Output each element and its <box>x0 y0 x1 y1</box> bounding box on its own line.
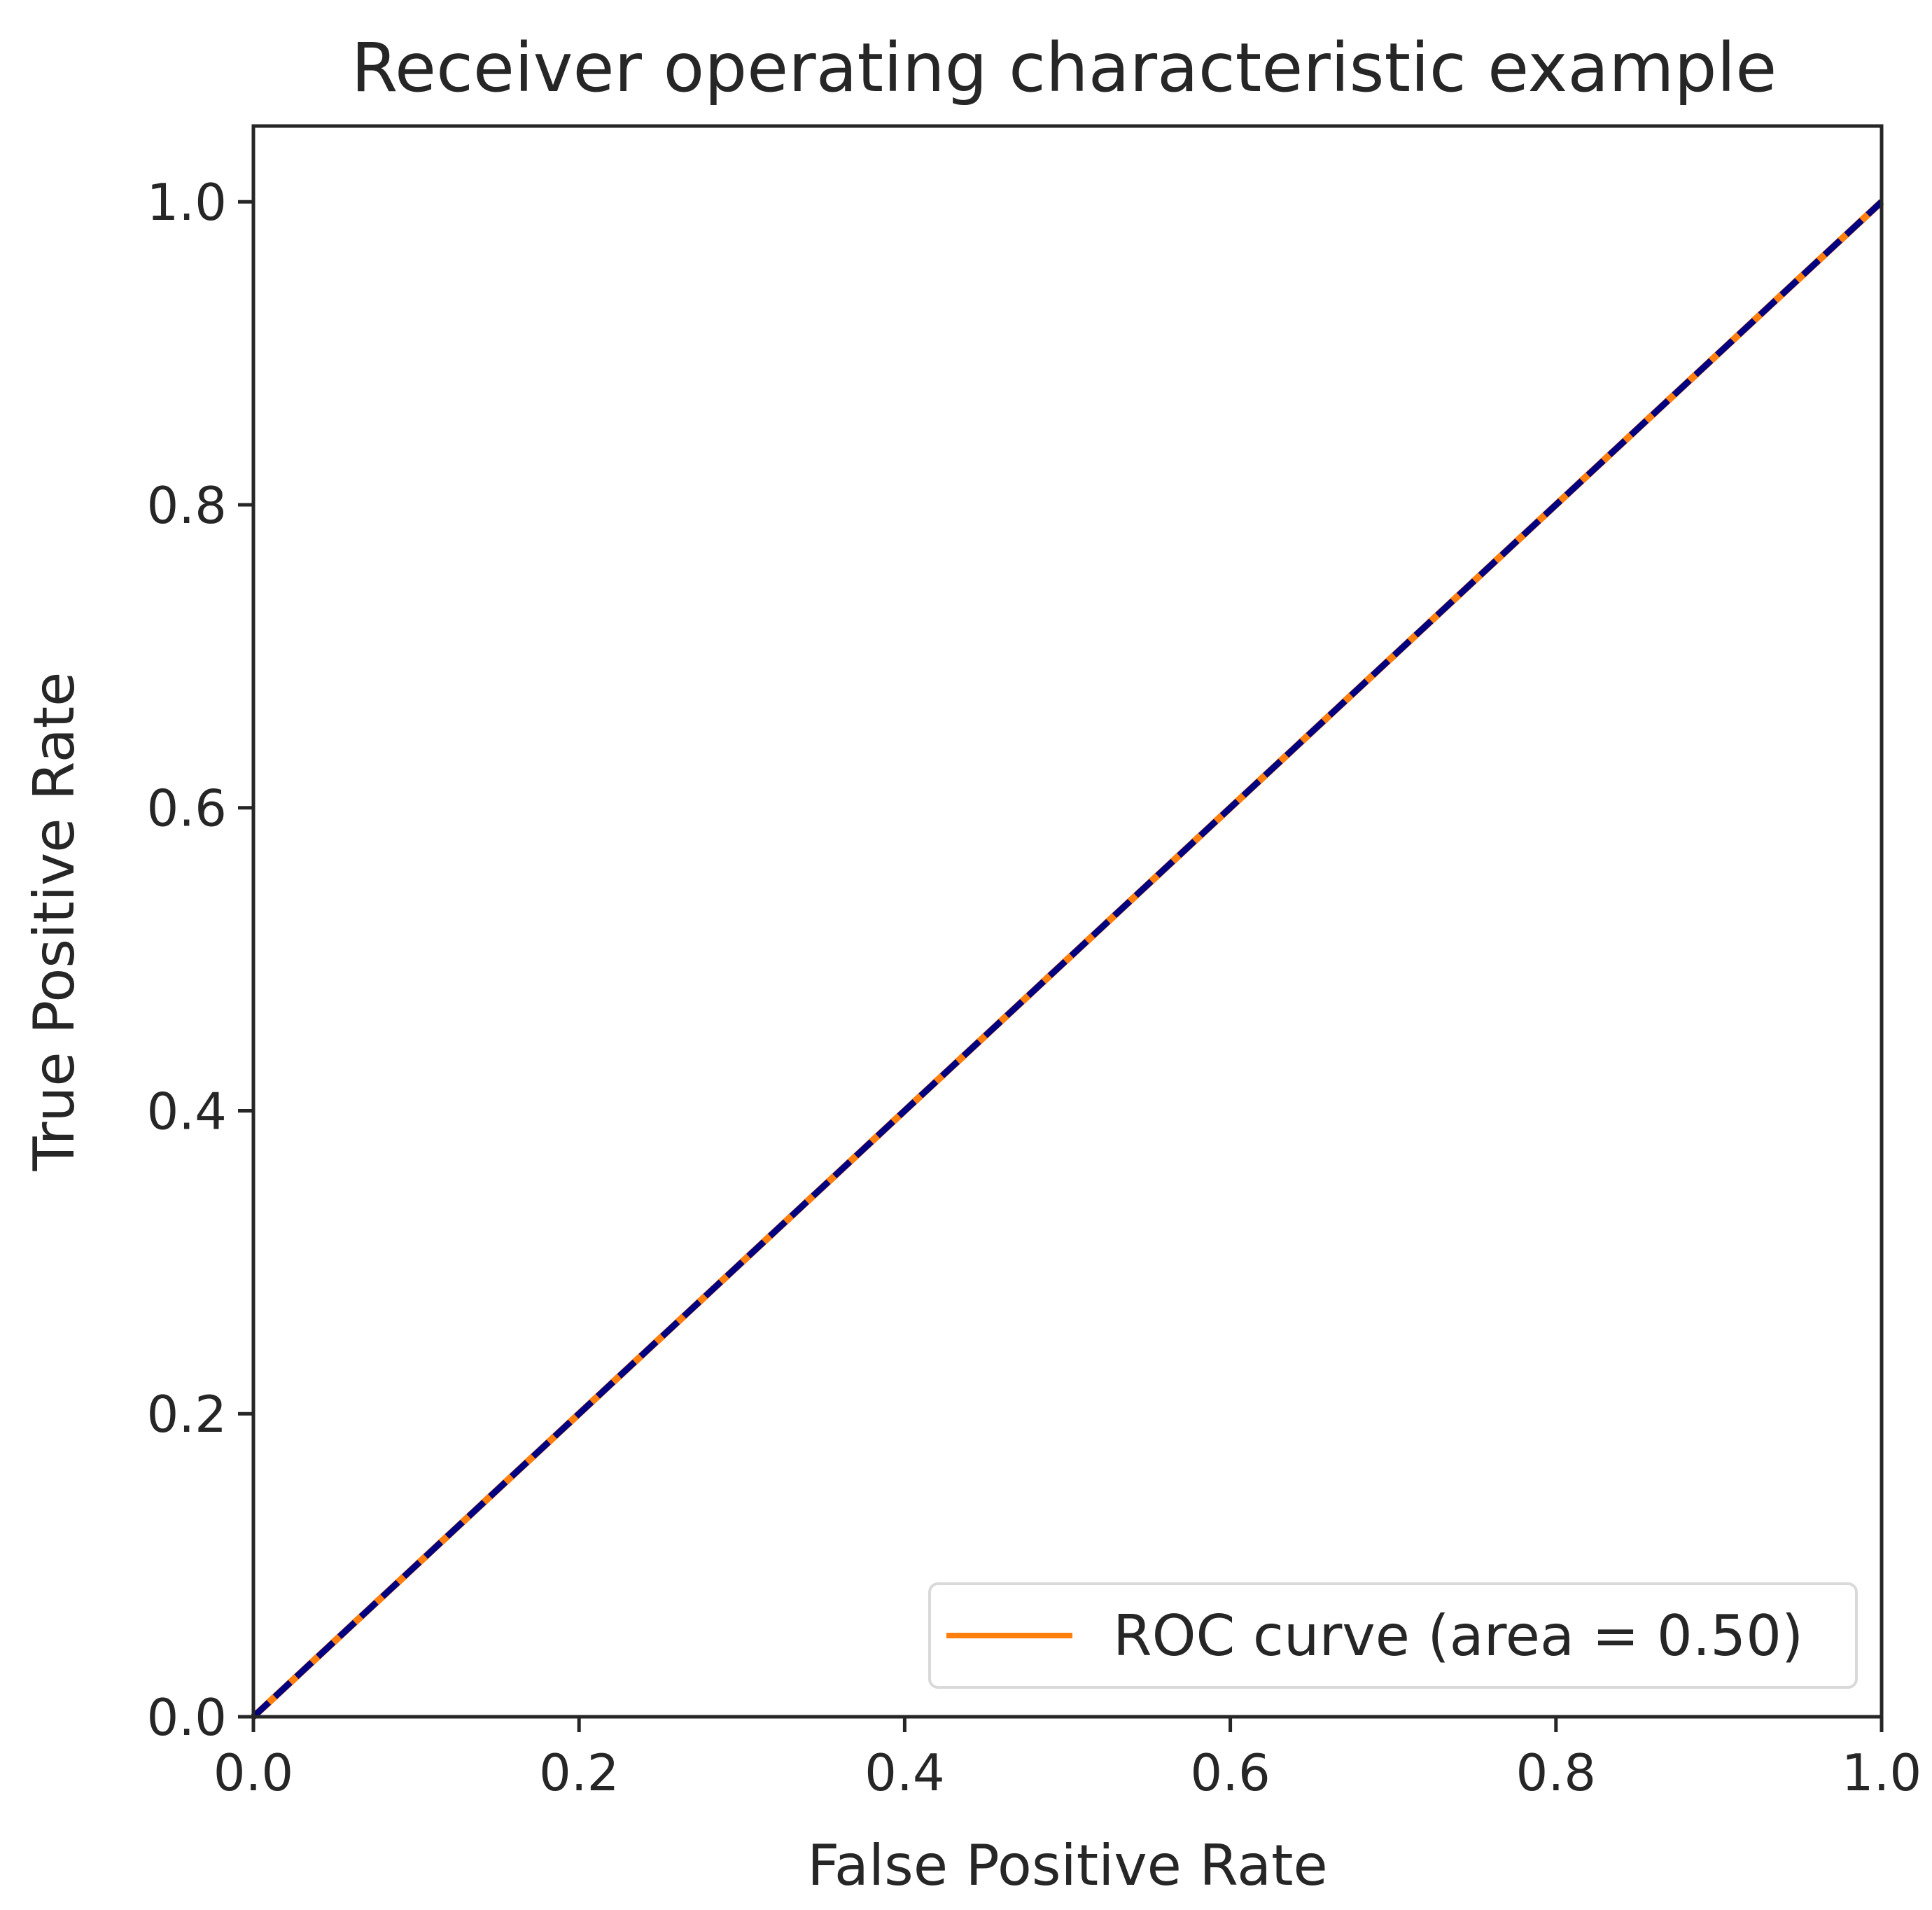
y-tick-label: 0.0 <box>146 1688 227 1747</box>
legend-box <box>928 1582 1858 1689</box>
legend: ROC curve (area = 0.50) <box>928 1582 1858 1689</box>
x-tick-label: 0.0 <box>214 1743 294 1802</box>
chance-diagonal-line <box>251 199 1884 1720</box>
x-axis-label: False Positive Rate <box>807 1833 1328 1898</box>
chart-title: Receiver operating characteristic exampl… <box>351 29 1777 107</box>
x-tick-label: 1.0 <box>1842 1743 1922 1802</box>
x-axis-ticks: 0.0 0.2 0.4 0.6 0.8 1.0 <box>214 1717 1922 1802</box>
plot-frame <box>251 124 1884 1719</box>
y-tick-label: 0.6 <box>146 779 227 838</box>
y-axis-ticks: 0.0 0.2 0.4 0.6 0.8 1.0 <box>146 173 253 1747</box>
x-tick-label: 0.6 <box>1190 1743 1270 1802</box>
x-tick-label: 0.2 <box>539 1743 620 1802</box>
y-tick-label: 0.2 <box>146 1385 227 1444</box>
y-tick-label: 0.8 <box>146 476 227 535</box>
legend-label-roc-curve: ROC curve (area = 0.50) <box>1113 1603 1803 1668</box>
x-tick-label: 0.8 <box>1516 1743 1597 1802</box>
y-tick-label: 0.4 <box>146 1082 227 1141</box>
x-tick-label: 0.4 <box>864 1743 945 1802</box>
series-layer <box>251 199 1884 1720</box>
y-axis-label: True Positive Rate <box>22 672 87 1172</box>
y-tick-label: 1.0 <box>146 173 227 232</box>
